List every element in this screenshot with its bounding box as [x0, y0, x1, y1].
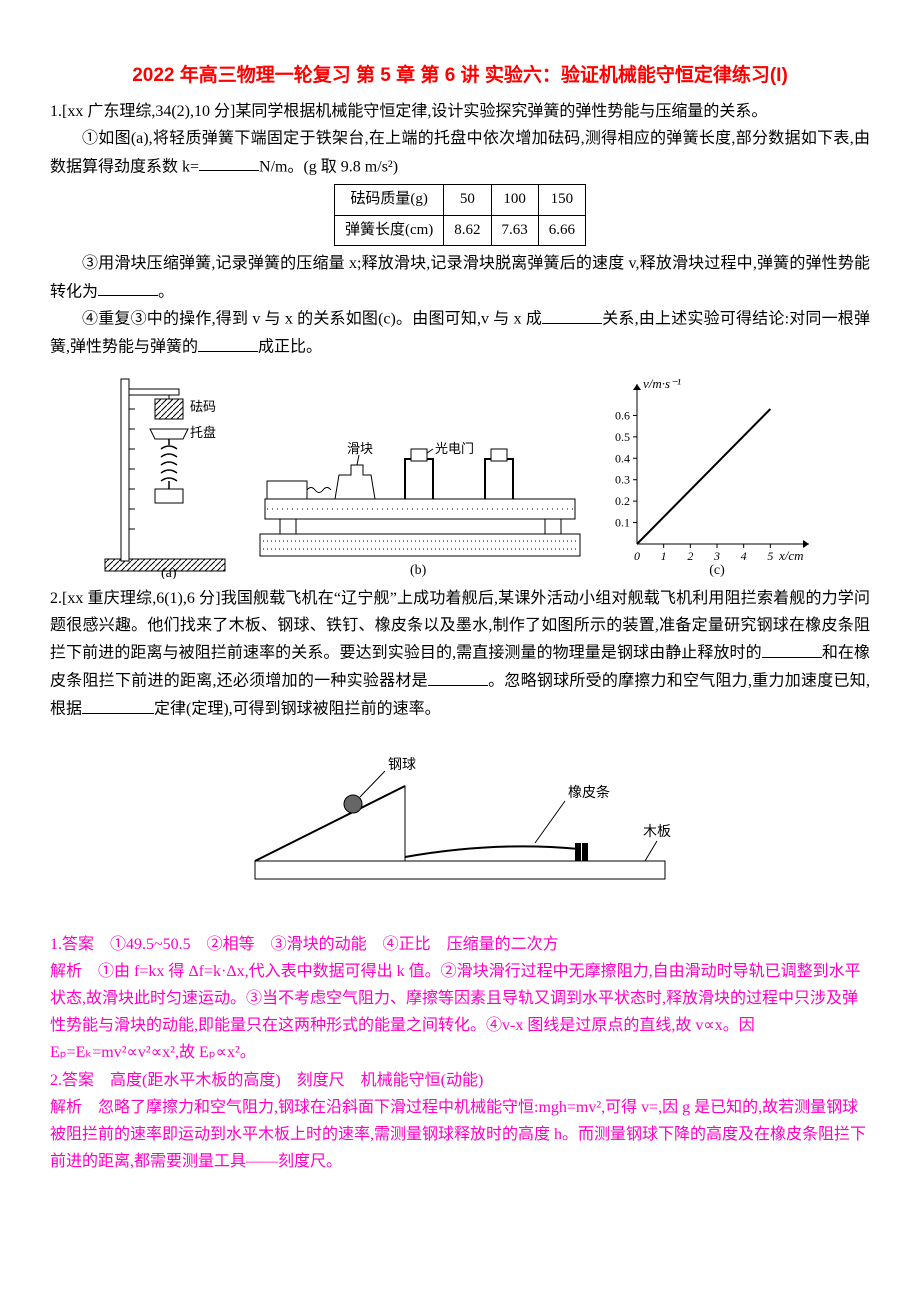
q1-step3: ③用滑块压缩弹簧,记录弹簧的压缩量 x;释放滑块,记录滑块脱离弹簧后的速度 v,… [50, 250, 870, 305]
th-mass: 砝码质量(g) [334, 185, 443, 216]
svg-text:0.4: 0.4 [615, 451, 630, 465]
label-block: 滑块 [347, 441, 373, 456]
q1-p1b: N/m。(g 取 9.8 m/s²) [259, 158, 398, 175]
svg-text:4: 4 [741, 549, 747, 563]
fig-b-caption: (b) [410, 563, 427, 578]
figure-b-icon: 滑块 光电门 (b) [255, 419, 585, 579]
label-board: 木板 [643, 824, 671, 840]
td: 8.62 [444, 215, 491, 246]
q1-step4: ④重复③中的操作,得到 v 与 x 的关系如图(c)。由图可知,v 与 x 成关… [50, 305, 870, 361]
spring-table: 砝码质量(g) 50 100 150 弹簧长度(cm) 8.62 7.63 6.… [334, 184, 586, 246]
blank-law[interactable] [82, 695, 154, 714]
figure-c-chart: 0.1 0.2 0.3 0.4 0.5 0.6 0 1 2 3 4 5 v/m·s⁻¹ x/cm (c) [595, 369, 825, 579]
answer-2: 2.答案 高度(距水平木板的高度) 刻度尺 机械能守恒(动能) 解析 忽略了摩擦… [50, 1067, 870, 1176]
table-row: 弹簧长度(cm) 8.62 7.63 6.66 [334, 215, 585, 246]
q2-a: 2.[xx 重庆理综,6(1),6 分]我国舰载飞机在“辽宁舰”上成功着舰后,某… [50, 590, 870, 662]
q1-p4a: ④重复③中的操作,得到 v 与 x 的关系如图(c)。由图可知,v 与 x 成 [82, 311, 542, 328]
q2-body: 2.[xx 重庆理综,6(1),6 分]我国舰载飞机在“辽宁舰”上成功着舰后,某… [50, 585, 870, 723]
label-ball: 钢球 [388, 757, 416, 773]
page-title: 2022 年高三物理一轮复习 第 5 章 第 6 讲 实验六：验证机械能守恒定律… [50, 60, 870, 92]
th-length: 弹簧长度(cm) [334, 215, 443, 246]
ans1-line1: 1.答案 ①49.5~50.5 ②相等 ③滑块的动能 ④正比 压缩量的二次方 [50, 931, 870, 958]
label-gate: 光电门 [435, 441, 474, 456]
svg-text:0.6: 0.6 [615, 408, 630, 422]
td: 100 [491, 185, 538, 216]
q1-p1a: ①如图(a),将轻质弹簧下端固定于铁架台,在上端的托盘中依次增加砝码,测得相应的… [50, 130, 870, 175]
blank-energy[interactable] [98, 278, 158, 297]
svg-text:5: 5 [767, 549, 773, 563]
td: 50 [444, 185, 491, 216]
label-weight: 砝码 [190, 399, 216, 414]
svg-text:x/cm: x/cm [778, 548, 804, 563]
table-row: 砝码质量(g) 50 100 150 [334, 185, 585, 216]
svg-text:v/m·s⁻¹: v/m·s⁻¹ [643, 376, 681, 391]
figure-row: 砝码 托盘 (a) 滑块 光电门 (b) 0.10.20.30.40.50.60… [50, 369, 870, 579]
blank-quantity[interactable] [198, 333, 258, 352]
blank-tool[interactable] [428, 667, 488, 686]
figure-a-icon: 砝码 托盘 (a) [95, 369, 245, 579]
svg-text:0.1: 0.1 [615, 516, 630, 530]
q1-p4c: 成正比。 [258, 339, 322, 356]
q1-p3b: 。 [158, 283, 174, 300]
svg-text:1: 1 [661, 549, 667, 563]
label-band: 橡皮条 [568, 784, 610, 801]
td: 150 [538, 185, 585, 216]
ramp-icon: 钢球 橡皮条 木板 [245, 731, 675, 901]
q1-intro: 1.[xx 广东理综,34(2),10 分]某同学根据机械能守恒定律,设计实验探… [50, 98, 870, 125]
svg-text:0.5: 0.5 [615, 430, 630, 444]
svg-text:0: 0 [634, 549, 640, 563]
q2-d: 定律(定理),可得到钢球被阻拦前的速率。 [154, 701, 441, 718]
q1-step1: ①如图(a),将轻质弹簧下端固定于铁架台,在上端的托盘中依次增加砝码,测得相应的… [50, 125, 870, 180]
fig-a-caption: (a) [161, 566, 177, 579]
svg-text:(c): (c) [709, 563, 725, 578]
blank-k[interactable] [199, 153, 259, 172]
blank-measure[interactable] [762, 639, 822, 658]
ans2-line2: 解析 忽略了摩擦力和空气阻力,钢球在沿斜面下滑过程中机械能守恒:mgh=mv²,… [50, 1094, 870, 1176]
ans1-line2: 解析 ①由 f=kx 得 Δf=k·Δx,代入表中数据可得出 k 值。②滑块滑行… [50, 958, 870, 1067]
td: 6.66 [538, 215, 585, 246]
svg-text:0.3: 0.3 [615, 473, 630, 487]
figure-2: 钢球 橡皮条 木板 [50, 731, 870, 901]
svg-text:3: 3 [713, 549, 720, 563]
ans2-line1: 2.答案 高度(距水平木板的高度) 刻度尺 机械能守恒(动能) [50, 1067, 870, 1094]
svg-text:2: 2 [687, 549, 693, 563]
label-plate: 托盘 [190, 425, 216, 440]
blank-relation[interactable] [542, 305, 602, 324]
svg-text:0.2: 0.2 [615, 494, 630, 508]
answer-1: 1.答案 ①49.5~50.5 ②相等 ③滑块的动能 ④正比 压缩量的二次方 解… [50, 931, 870, 1067]
td: 7.63 [491, 215, 538, 246]
